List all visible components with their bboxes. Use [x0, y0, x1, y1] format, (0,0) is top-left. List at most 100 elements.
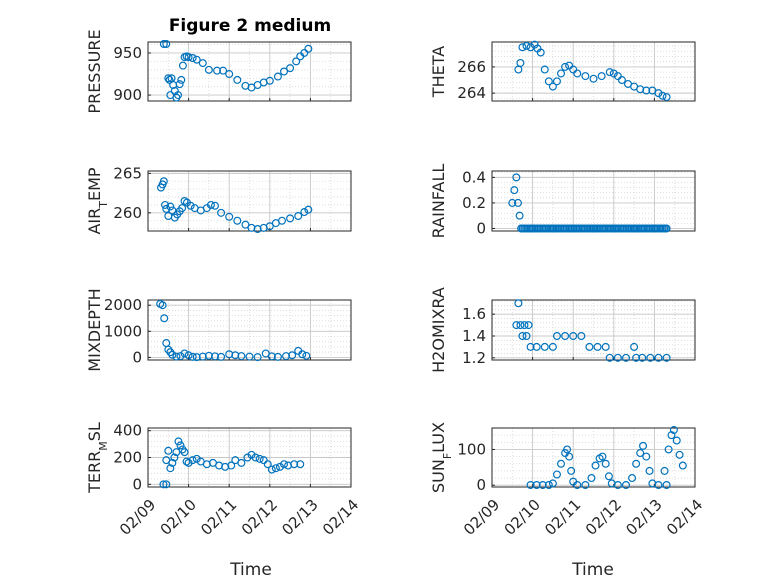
data-point	[204, 65, 213, 74]
figure-title: Figure 2 medium	[169, 16, 331, 36]
data-point	[669, 426, 678, 435]
data-point	[636, 449, 645, 458]
data-point	[177, 75, 186, 84]
data-point	[175, 80, 184, 89]
y-tick-label: 2000	[104, 296, 142, 314]
data-point	[513, 198, 522, 207]
data-point	[654, 481, 663, 490]
data-point	[621, 353, 630, 362]
data-point	[512, 321, 521, 330]
data-point	[290, 460, 299, 469]
data-point	[192, 353, 201, 362]
data-point	[280, 67, 289, 76]
data-point	[204, 351, 213, 360]
data-point	[573, 69, 582, 78]
data-point	[628, 474, 637, 483]
data-point	[176, 352, 185, 361]
data-point	[300, 208, 309, 217]
data-point	[581, 72, 590, 81]
y-tick-label: 900	[113, 86, 142, 104]
data-point	[247, 450, 256, 459]
data-point	[166, 202, 175, 211]
data-point	[227, 461, 236, 470]
data-point	[642, 86, 651, 95]
data-point	[174, 91, 183, 100]
data-point	[186, 201, 195, 210]
data-point	[515, 211, 524, 220]
data-point	[516, 321, 525, 330]
data-point	[532, 342, 541, 351]
axes-box	[491, 299, 696, 361]
data-point	[621, 481, 630, 490]
data-point	[639, 441, 648, 450]
data-point	[280, 460, 289, 469]
data-point	[159, 39, 168, 48]
data-point	[532, 481, 541, 490]
data-point	[524, 321, 533, 330]
data-point	[585, 342, 594, 351]
data-point	[277, 216, 286, 225]
data-point	[548, 82, 557, 91]
data-point	[601, 459, 610, 468]
data-point	[587, 474, 596, 483]
data-point	[563, 445, 572, 454]
y-axis-label: SUNFLUX	[429, 422, 454, 493]
data-point	[245, 352, 254, 361]
data-point	[675, 450, 684, 459]
y-axis-label: RAINFALL	[429, 164, 448, 239]
data-point	[548, 479, 557, 488]
y-tick-label: 1.2	[462, 349, 486, 367]
data-point	[561, 332, 570, 341]
data-point	[267, 352, 276, 361]
data-point	[253, 353, 262, 362]
data-point	[510, 186, 519, 195]
data-point	[184, 351, 193, 360]
data-point	[265, 76, 274, 85]
y-tick-label: 0	[476, 476, 486, 494]
data-point	[304, 44, 313, 53]
data-point	[288, 351, 297, 360]
data-point	[188, 54, 197, 63]
data-point	[286, 214, 295, 223]
data-point	[522, 41, 531, 50]
data-point	[642, 452, 651, 461]
data-point	[522, 332, 531, 341]
data-point	[162, 480, 171, 489]
data-point	[552, 470, 561, 479]
data-point	[540, 342, 549, 351]
data-point	[557, 69, 566, 78]
subplot-6: 1.2 1.4 1.6 H2OMIXRA	[429, 287, 696, 373]
y-tick-label: 1.6	[462, 305, 486, 323]
data-point	[271, 464, 280, 473]
data-point	[263, 460, 272, 469]
axes-box	[147, 41, 352, 102]
data-point	[561, 62, 570, 71]
data-point	[302, 351, 311, 360]
data-point	[304, 205, 313, 214]
data-point	[593, 342, 602, 351]
data-point	[217, 352, 226, 361]
subplot-2: 264 266 THETA	[429, 40, 696, 102]
y-tick-label: 0.2	[462, 194, 486, 212]
y-tick-label: 266	[457, 58, 486, 76]
data-point	[282, 352, 291, 361]
data-point	[605, 68, 614, 77]
data-point	[184, 53, 193, 62]
data-point	[577, 332, 586, 341]
data-point	[158, 301, 167, 310]
data-point	[601, 342, 610, 351]
y-tick-label: 264	[457, 84, 486, 102]
data-point	[613, 481, 622, 490]
data-point	[192, 454, 201, 463]
data-point	[526, 481, 535, 490]
data-point	[166, 464, 175, 473]
data-point	[180, 448, 189, 457]
axes-box	[491, 427, 696, 488]
y-tick-label: 100	[457, 440, 486, 458]
data-point	[552, 77, 561, 86]
y-tick-label: 0	[132, 348, 142, 366]
data-point	[241, 220, 250, 229]
data-point	[540, 65, 549, 74]
data-point	[662, 481, 671, 490]
y-axis-label: TERRMSL	[85, 422, 110, 494]
